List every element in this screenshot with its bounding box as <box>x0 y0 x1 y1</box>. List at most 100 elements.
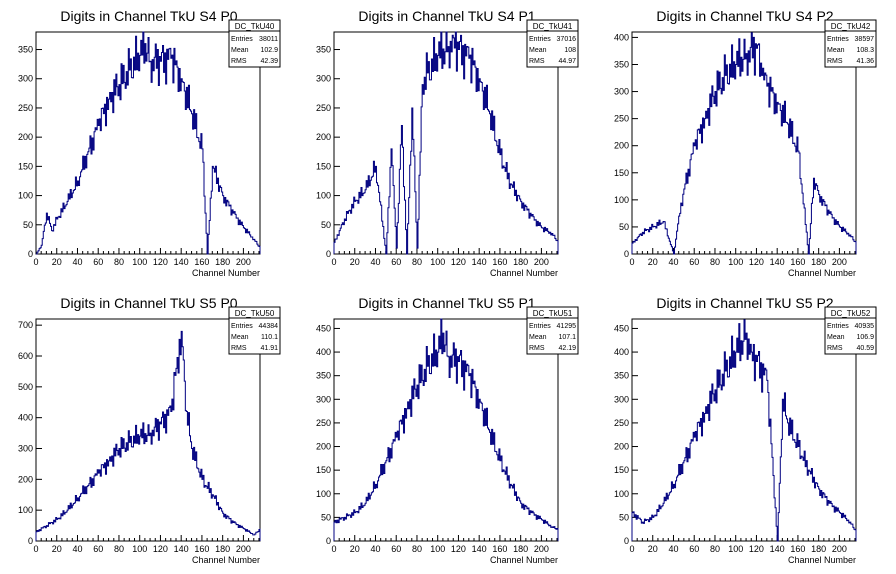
stats-value: 41.36 <box>856 58 874 65</box>
y-tick-label: 200 <box>614 141 629 151</box>
x-tick-label: 200 <box>236 544 251 554</box>
stats-value: 38011 <box>259 36 278 43</box>
x-tick-label: 180 <box>513 544 528 554</box>
x-tick-label: 0 <box>331 257 336 267</box>
stats-box <box>824 306 877 355</box>
x-tick-label: 40 <box>668 257 678 267</box>
stats-label: RMS <box>529 58 545 65</box>
y-tick-label: 400 <box>614 32 629 42</box>
x-tick-label: 200 <box>534 257 549 267</box>
y-tick-label: 50 <box>23 220 33 230</box>
y-tick-label: 50 <box>321 512 331 522</box>
y-tick-label: 100 <box>614 489 629 499</box>
x-axis-label: Channel Number <box>192 555 260 565</box>
histogram-panel: Digits in Channel TkU S4 P2 0 20 40 60 80 100 1… <box>614 8 877 278</box>
x-tick-label: 120 <box>153 544 168 554</box>
y-tick-label: 150 <box>18 161 33 171</box>
y-tick-label: 450 <box>614 323 629 333</box>
plot-frame <box>35 31 261 255</box>
x-tick-label: 100 <box>430 257 445 267</box>
x-tick-label: 180 <box>215 257 230 267</box>
y-tick-label: 150 <box>316 465 331 475</box>
stats-value: 42.39 <box>260 58 278 65</box>
x-tick-label: 160 <box>194 544 209 554</box>
x-tick-label: 100 <box>728 257 743 267</box>
stats-label: Entries <box>231 36 253 43</box>
y-tick-label: 200 <box>18 474 33 484</box>
y-tick-label: 300 <box>18 444 33 454</box>
y-tick-label: 300 <box>316 394 331 404</box>
x-tick-label: 160 <box>790 544 805 554</box>
x-tick-label: 80 <box>114 257 124 267</box>
histogram-panel: Digits in Channel TkU S5 P2 0 20 40 60 80 100 1… <box>614 295 877 565</box>
x-tick-label: 140 <box>770 257 785 267</box>
stats-name: DC_TkU40 <box>235 22 275 31</box>
x-tick-label: 140 <box>472 257 487 267</box>
y-tick-label: 0 <box>326 536 331 546</box>
stats-value: 41295 <box>557 323 577 330</box>
x-tick-label: 140 <box>770 544 785 554</box>
y-tick-label: 0 <box>28 249 33 259</box>
stats-value: 44384 <box>259 323 279 330</box>
stats-value: 38597 <box>855 36 875 43</box>
y-tick-label: 250 <box>18 103 33 113</box>
y-tick-label: 300 <box>316 74 331 84</box>
x-tick-label: 40 <box>668 544 678 554</box>
x-tick-label: 20 <box>52 544 62 554</box>
chart-title: Digits in Channel TkU S5 P2 <box>656 295 833 311</box>
y-tick-label: 0 <box>28 536 33 546</box>
x-tick-label: 20 <box>52 257 62 267</box>
histogram-panel: Digits in Channel TkU S5 P0 0 20 40 60 80 100 1… <box>18 295 281 565</box>
stats-label: RMS <box>231 345 247 352</box>
plot-frame <box>631 31 857 255</box>
y-tick-label: 700 <box>18 320 33 330</box>
y-tick-label: 400 <box>614 347 629 357</box>
y-tick-label: 50 <box>619 222 629 232</box>
y-tick-label: 250 <box>614 114 629 124</box>
y-tick-label: 450 <box>316 323 331 333</box>
x-tick-label: 200 <box>534 544 549 554</box>
stats-label: Entries <box>231 323 253 330</box>
stats-box <box>228 306 281 355</box>
stats-label: Entries <box>529 323 551 330</box>
stats-value: 41.91 <box>260 345 278 352</box>
stats-value: 102.9 <box>260 47 278 54</box>
stats-label: Entries <box>529 36 551 43</box>
x-tick-label: 120 <box>451 544 466 554</box>
x-tick-label: 160 <box>194 257 209 267</box>
x-tick-label: 100 <box>132 257 147 267</box>
x-tick-label: 140 <box>174 257 189 267</box>
x-tick-label: 80 <box>114 544 124 554</box>
plot-frame <box>333 31 559 255</box>
x-tick-label: 200 <box>832 544 847 554</box>
y-tick-label: 300 <box>614 87 629 97</box>
y-tick-label: 0 <box>624 536 629 546</box>
x-tick-label: 0 <box>33 544 38 554</box>
chart-title: Digits in Channel TkU S5 P0 <box>60 295 237 311</box>
plot-frame <box>333 318 559 542</box>
x-tick-label: 180 <box>215 544 230 554</box>
y-tick-label: 250 <box>316 103 331 113</box>
histogram-panel: Digits in Channel TkU S5 P1 0 20 40 60 80 100 1… <box>316 295 579 565</box>
stats-value: 108 <box>564 47 576 54</box>
x-tick-label: 60 <box>391 257 401 267</box>
x-tick-label: 40 <box>72 257 82 267</box>
x-tick-label: 0 <box>629 544 634 554</box>
x-axis-label: Channel Number <box>490 268 558 278</box>
stats-value: 37016 <box>557 36 577 43</box>
stats-name: DC_TkU41 <box>533 22 573 31</box>
y-tick-label: 250 <box>316 418 331 428</box>
y-tick-label: 0 <box>624 249 629 259</box>
y-tick-label: 150 <box>316 161 331 171</box>
y-tick-label: 200 <box>316 442 331 452</box>
histogram-series-line <box>36 31 261 255</box>
x-tick-label: 160 <box>790 257 805 267</box>
x-tick-label: 120 <box>749 544 764 554</box>
stats-value: 44.97 <box>558 58 576 65</box>
y-tick-label: 100 <box>614 195 629 205</box>
histogram-series-line <box>631 319 857 542</box>
x-tick-label: 180 <box>811 257 826 267</box>
x-tick-label: 60 <box>391 544 401 554</box>
stats-box <box>526 19 579 68</box>
stats-value: 106.9 <box>856 334 874 341</box>
